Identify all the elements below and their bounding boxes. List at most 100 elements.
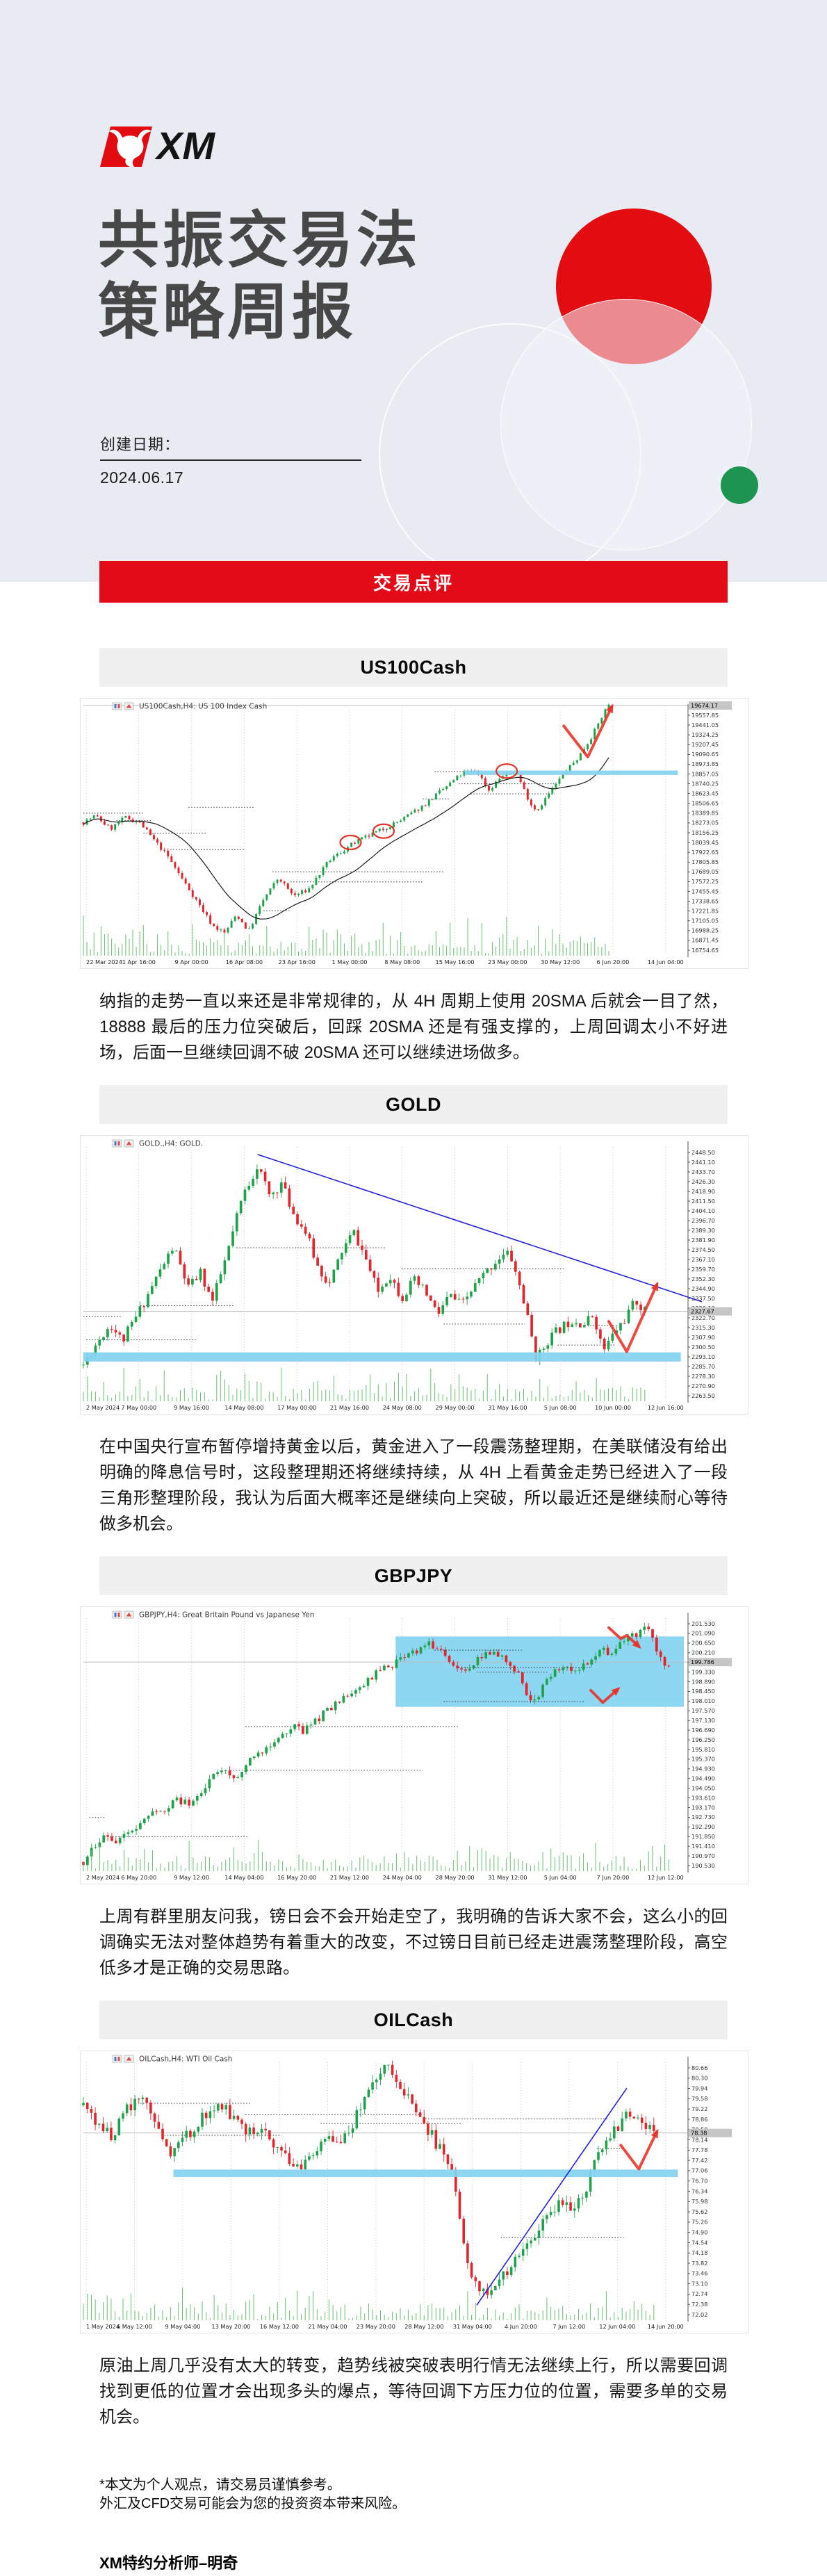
svg-text:5 Jun 08:00: 5 Jun 08:00	[544, 1404, 577, 1411]
commentary-gbpjpy: 上周有群里朋友问我，镑日会不会开始走空了，我明确的告诉大家不会，这么小的回调确实…	[99, 1907, 728, 1978]
svg-text:17689.05: 17689.05	[691, 868, 719, 875]
svg-text:75.26: 75.26	[691, 2219, 707, 2226]
svg-text:31 May 12:00: 31 May 12:00	[488, 1874, 527, 1881]
svg-text:17221.85: 17221.85	[691, 907, 719, 914]
xm-logo: XM	[100, 127, 215, 168]
svg-text:OILCash,H4: WTI Oil Cash: OILCash,H4: WTI Oil Cash	[139, 2055, 232, 2064]
svg-text:201.090: 201.090	[691, 1630, 715, 1637]
svg-text:199.330: 199.330	[691, 1668, 715, 1675]
section-gbpjpy: GBPJPY 2 May 2024 6 May 20:00 9 May 12:00 1…	[80, 1556, 748, 1981]
svg-text:78.38: 78.38	[691, 2130, 707, 2137]
svg-text:2 May 2024: 2 May 2024	[86, 1874, 120, 1881]
svg-text:2315.30: 2315.30	[691, 1324, 715, 1331]
banner-label: 交易点评	[372, 572, 454, 594]
svg-text:2441.10: 2441.10	[691, 1159, 715, 1166]
report-header: XM 共振交易法 策略周报 创建日期： 2024.06.17	[0, 0, 827, 582]
svg-text:72.38: 72.38	[691, 2301, 707, 2308]
svg-text:24 May 04:00: 24 May 04:00	[383, 1874, 422, 1881]
svg-text:73.10: 73.10	[691, 2280, 707, 2287]
svg-text:194.930: 194.930	[691, 1766, 715, 1772]
svg-text:18740.25: 18740.25	[691, 780, 719, 787]
svg-text:2293.10: 2293.10	[691, 1353, 715, 1360]
svg-text:2448.50: 2448.50	[691, 1149, 715, 1156]
svg-text:18156.25: 18156.25	[691, 829, 719, 836]
gold-candlestick-chart: 2 May 2024 7 May 00:00 9 May 16:00 14 May 0…	[81, 1136, 748, 1414]
svg-text:6 May 20:00: 6 May 20:00	[121, 1874, 156, 1881]
svg-text:24 May 08:00: 24 May 08:00	[383, 1404, 422, 1411]
svg-text:17455.45: 17455.45	[691, 888, 719, 895]
section-title-label: GOLD	[386, 1093, 441, 1115]
svg-text:80.66: 80.66	[691, 2064, 707, 2071]
svg-text:14 May 04:00: 14 May 04:00	[224, 1874, 263, 1881]
svg-text:US100Cash,H4: US 100 Index Cas: US100Cash,H4: US 100 Index Cash	[139, 703, 267, 711]
svg-text:21 May 12:00: 21 May 12:00	[330, 1874, 369, 1881]
svg-text:76.70: 76.70	[691, 2178, 707, 2185]
svg-text:2359.70: 2359.70	[691, 1266, 715, 1273]
svg-text:194.490: 194.490	[691, 1775, 715, 1782]
disclaimer-line1: *本文为个人观点，请交易员谨慎参考。	[99, 2477, 341, 2493]
price-chart-oilcash: 1 May 2024 6 May 12:00 9 May 04:00 13 May 2…	[80, 2051, 748, 2333]
svg-text:2337.50: 2337.50	[691, 1295, 715, 1302]
page-title: 共振交易法 策略周报	[98, 204, 421, 348]
svg-text:18973.85: 18973.85	[691, 760, 719, 767]
deco-glass-circle	[500, 299, 752, 551]
svg-text:2 May 2024: 2 May 2024	[86, 1404, 120, 1411]
section-us100cash: US100Cash 22 Mar 2024 1 Apr 16:00 9 Apr 00…	[80, 648, 748, 1066]
svg-text:2278.30: 2278.30	[691, 1373, 715, 1380]
svg-text:16988.25: 16988.25	[691, 927, 719, 934]
svg-text:76.34: 76.34	[691, 2187, 707, 2194]
deco-green-circle	[721, 466, 758, 504]
svg-text:9 Apr 00:00: 9 Apr 00:00	[174, 959, 208, 965]
svg-text:2396.70: 2396.70	[691, 1217, 715, 1224]
svg-text:18039.45: 18039.45	[691, 839, 719, 846]
svg-text:196.690: 196.690	[691, 1727, 715, 1734]
svg-text:73.46: 73.46	[691, 2270, 707, 2277]
svg-text:31 May 16:00: 31 May 16:00	[488, 1404, 527, 1411]
svg-text:17 May 00:00: 17 May 00:00	[277, 1404, 316, 1411]
svg-text:74.18: 74.18	[691, 2249, 707, 2256]
svg-text:200.210: 200.210	[691, 1649, 715, 1656]
svg-text:18273.05: 18273.05	[691, 820, 719, 826]
svg-text:7 May 00:00: 7 May 00:00	[121, 1404, 156, 1411]
svg-text:6 May 12:00: 6 May 12:00	[117, 2323, 152, 2330]
svg-text:2300.50: 2300.50	[691, 1344, 715, 1351]
section-title-us100cash: US100Cash	[99, 648, 728, 687]
svg-text:2307.90: 2307.90	[691, 1334, 715, 1341]
svg-text:1 May 2024: 1 May 2024	[86, 2323, 120, 2330]
svg-text:17922.65: 17922.65	[691, 849, 719, 856]
svg-text:22 Mar 2024: 22 Mar 2024	[86, 959, 122, 965]
svg-text:21 May 04:00: 21 May 04:00	[308, 2323, 347, 2330]
commentary-oilcash: 原油上周几乎没有太大的转变，趋势线被突破表明行情无法继续上行，所以需要回调找到更…	[99, 2356, 728, 2427]
svg-text:2263.50: 2263.50	[691, 1392, 715, 1399]
svg-text:75.98: 75.98	[691, 2198, 707, 2205]
svg-text:23 May 20:00: 23 May 20:00	[357, 2323, 395, 2330]
svg-text:72.02: 72.02	[691, 2311, 707, 2318]
logo-wordmark: XM	[154, 127, 215, 168]
section-title-gbpjpy: GBPJPY	[99, 1556, 728, 1595]
svg-text:198.450: 198.450	[691, 1688, 715, 1695]
svg-text:9 May 16:00: 9 May 16:00	[174, 1404, 209, 1411]
svg-text:72.74: 72.74	[691, 2290, 707, 2297]
svg-text:194.050: 194.050	[691, 1784, 715, 1791]
svg-text:23 May 00:00: 23 May 00:00	[488, 959, 527, 965]
section-title-label: GBPJPY	[374, 1565, 453, 1586]
svg-text:74.90: 74.90	[691, 2228, 707, 2235]
svg-text:10 Jun 00:00: 10 Jun 00:00	[595, 1404, 631, 1411]
price-chart-gold: 2 May 2024 7 May 00:00 9 May 16:00 14 May 0…	[80, 1135, 748, 1415]
section-title-label: US100Cash	[360, 656, 467, 678]
svg-text:78.86: 78.86	[691, 2116, 707, 2123]
svg-text:75.62: 75.62	[691, 2208, 707, 2215]
svg-text:18857.05: 18857.05	[691, 770, 719, 777]
svg-text:2352.30: 2352.30	[691, 1275, 715, 1282]
svg-text:2381.90: 2381.90	[691, 1237, 715, 1244]
svg-text:2344.90: 2344.90	[691, 1285, 715, 1292]
footer: *本文为个人观点，请交易员谨慎参考。 外汇及CFD交易可能会为您的投资资本带来风…	[99, 2476, 728, 2573]
svg-text:18389.85: 18389.85	[691, 810, 719, 817]
svg-text:19674.17: 19674.17	[691, 702, 718, 709]
svg-text:2322.70: 2322.70	[691, 1314, 715, 1321]
svg-text:15 May 16:00: 15 May 16:00	[435, 959, 474, 965]
svg-text:19324.25: 19324.25	[691, 731, 719, 738]
svg-text:192.290: 192.290	[691, 1823, 715, 1830]
disclaimer-line2: 外汇及CFD交易可能会为您的投资资本带来风险。	[99, 2496, 407, 2511]
